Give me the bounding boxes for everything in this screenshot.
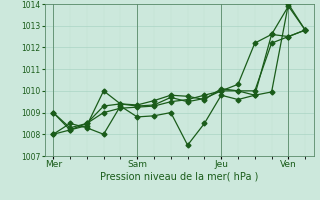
X-axis label: Pression niveau de la mer( hPa ): Pression niveau de la mer( hPa ) xyxy=(100,172,258,182)
